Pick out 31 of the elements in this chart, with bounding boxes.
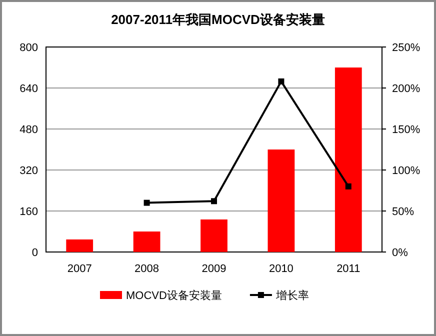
x-tick-label: 2011 (336, 263, 360, 275)
y-tick-label: 320 (20, 165, 38, 177)
legend-item: MOCVD设备安装量 (100, 290, 222, 302)
legend-label: 增长率 (274, 289, 309, 302)
bar (268, 150, 295, 252)
y2-tick-label: 150% (392, 124, 420, 136)
x-tick-label: 2009 (202, 263, 226, 275)
bar (334, 68, 362, 252)
y-tick-label: 160 (20, 206, 38, 218)
y2-tick-label: 50% (392, 206, 414, 218)
point (211, 198, 217, 204)
x-tick-label: 2007 (67, 263, 92, 275)
y-tick-label: 0 (32, 247, 38, 259)
y-tick-label: 800 (20, 42, 38, 54)
point (278, 78, 284, 84)
y2-tick-label: 100% (392, 165, 420, 177)
legend-item: 增长率 (250, 290, 309, 302)
x-tick-label: 2008 (134, 263, 160, 275)
y-tick-label: 640 (20, 83, 38, 95)
bar (66, 239, 94, 252)
x-tick-label: 2010 (268, 263, 294, 275)
y2-tick-label: 250% (392, 42, 420, 54)
bar (200, 219, 228, 252)
legend-label: MOCVD设备安装量 (126, 289, 222, 302)
point (345, 183, 352, 190)
y-tick-label: 480 (20, 124, 38, 136)
point (144, 200, 150, 206)
chart-title: 2007-2011年我国MOCVD设备安装量 (111, 12, 325, 27)
y2-tick-label: 0% (392, 247, 408, 259)
bar (133, 232, 160, 252)
y2-tick-label: 200% (392, 83, 420, 95)
